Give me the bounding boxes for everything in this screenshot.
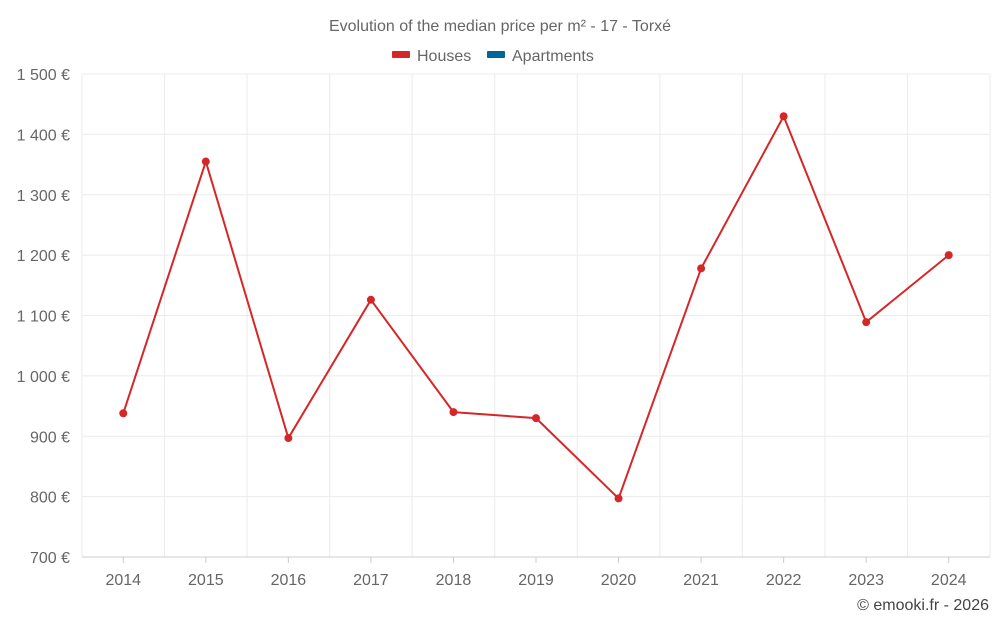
data-point-houses[interactable] — [614, 494, 623, 503]
y-tick-label: 800 € — [30, 490, 70, 507]
axes — [82, 556, 990, 563]
x-tick-label: 2015 — [188, 572, 224, 589]
x-tick-label: 2017 — [353, 572, 389, 589]
data-point-houses[interactable] — [119, 409, 128, 418]
data-point-houses[interactable] — [779, 112, 788, 121]
x-tick-label: 2019 — [518, 572, 554, 589]
series — [119, 112, 953, 503]
y-tick-label: 1 200 € — [17, 248, 70, 265]
y-tick-label: 1 500 € — [17, 67, 70, 84]
y-tick-label: 1 300 € — [17, 188, 70, 205]
y-tick-label: 1 000 € — [17, 369, 70, 386]
x-tick-label: 2023 — [848, 572, 884, 589]
x-tick-label: 2022 — [766, 572, 802, 589]
y-tick-label: 700 € — [30, 550, 70, 567]
y-tick-label: 1 400 € — [17, 127, 70, 144]
x-tick-label: 2018 — [436, 572, 472, 589]
legend-swatch-houses — [392, 51, 410, 58]
x-tick-label: 2024 — [931, 572, 967, 589]
data-point-houses[interactable] — [201, 157, 210, 166]
legend-swatch-apartments — [487, 51, 505, 58]
data-point-houses[interactable] — [284, 434, 293, 443]
x-axis-ticks: 2014 2015 2016 2017 2018 2019 2020 2021 2022 2023… — [105, 572, 966, 589]
y-tick-label: 900 € — [30, 429, 70, 446]
legend-label-houses: Houses — [417, 48, 471, 65]
grid — [81, 73, 991, 557]
y-tick-label: 1 100 € — [17, 309, 70, 326]
data-point-houses[interactable] — [862, 318, 871, 327]
data-point-houses[interactable] — [366, 295, 375, 304]
legend: Houses Apartments — [392, 48, 594, 65]
x-tick-label: 2016 — [271, 572, 307, 589]
x-tick-label: 2014 — [105, 572, 141, 589]
x-tick-label: 2021 — [683, 572, 719, 589]
legend-item-apartments[interactable]: Apartments — [487, 48, 594, 65]
data-point-houses[interactable] — [944, 251, 953, 260]
legend-item-houses[interactable]: Houses — [392, 48, 471, 65]
data-point-houses[interactable] — [449, 408, 458, 417]
chart-title: Evolution of the median price per m² - 1… — [329, 18, 671, 35]
data-point-houses[interactable] — [697, 264, 706, 273]
data-point-houses[interactable] — [532, 414, 540, 423]
credit-text: © emooki.fr - 2026 — [857, 597, 989, 614]
x-tick-label: 2020 — [601, 572, 637, 589]
y-axis-ticks: 700 € 800 € 900 € 1 000 € 1 100 € 1 200 € 1 30… — [17, 67, 70, 567]
legend-label-apartments: Apartments — [512, 48, 594, 65]
